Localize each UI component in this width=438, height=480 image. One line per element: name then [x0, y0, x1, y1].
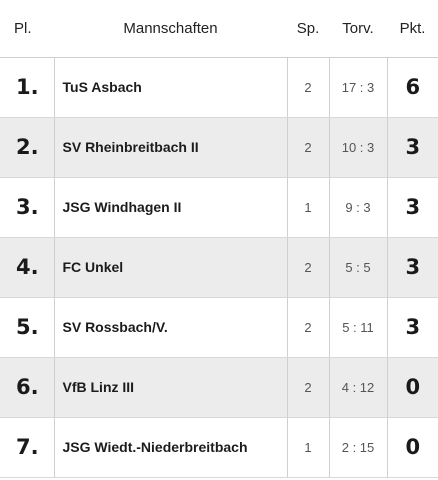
games-cell: 1	[287, 177, 330, 238]
goals-cell: 5 : 5	[329, 237, 388, 298]
table-header-row: Pl. Mannschaften Sp. Torv. Pkt.	[0, 0, 438, 58]
team-name[interactable]: JSG Windhagen II	[54, 177, 288, 238]
table-row: 2. SV Rheinbreitbach II 2 10 : 3 3	[0, 117, 438, 178]
points-cell: 6	[387, 57, 438, 118]
rank-cell: 5.	[0, 297, 55, 358]
points-cell: 3	[387, 237, 438, 298]
games-cell: 1	[287, 417, 330, 478]
team-name[interactable]: TuS Asbach	[54, 57, 288, 118]
table-row: 6. VfB Linz III 2 4 : 12 0	[0, 357, 438, 418]
goals-cell: 2 : 15	[329, 417, 388, 478]
team-name[interactable]: FC Unkel	[54, 237, 288, 298]
points-cell: 3	[387, 177, 438, 238]
points-cell: 0	[387, 417, 438, 478]
header-goals: Torv.	[329, 0, 387, 58]
rank-cell: 2.	[0, 117, 55, 178]
table-row: 5. SV Rossbach/V. 2 5 : 11 3	[0, 297, 438, 358]
header-team: Mannschaften	[54, 0, 287, 58]
table-row: 4. FC Unkel 2 5 : 5 3	[0, 237, 438, 298]
goals-cell: 4 : 12	[329, 357, 388, 418]
rank-cell: 6.	[0, 357, 55, 418]
points-cell: 3	[387, 297, 438, 358]
table-row: 3. JSG Windhagen II 1 9 : 3 3	[0, 177, 438, 238]
goals-cell: 10 : 3	[329, 117, 388, 178]
team-name[interactable]: SV Rheinbreitbach II	[54, 117, 288, 178]
points-cell: 3	[387, 117, 438, 178]
table-row: 1. TuS Asbach 2 17 : 3 6	[0, 57, 438, 118]
team-name[interactable]: SV Rossbach/V.	[54, 297, 288, 358]
games-cell: 2	[287, 117, 330, 178]
games-cell: 2	[287, 57, 330, 118]
rank-cell: 4.	[0, 237, 55, 298]
team-name[interactable]: VfB Linz III	[54, 357, 288, 418]
header-rank: Pl.	[0, 0, 54, 58]
goals-cell: 9 : 3	[329, 177, 388, 238]
points-cell: 0	[387, 357, 438, 418]
games-cell: 2	[287, 297, 330, 358]
games-cell: 2	[287, 357, 330, 418]
header-games: Sp.	[287, 0, 329, 58]
rank-cell: 1.	[0, 57, 55, 118]
goals-cell: 5 : 11	[329, 297, 388, 358]
team-name[interactable]: JSG Wiedt.-Niederbreitbach	[54, 417, 288, 478]
games-cell: 2	[287, 237, 330, 298]
rank-cell: 7.	[0, 417, 55, 478]
table-row: 7. JSG Wiedt.-Niederbreitbach 1 2 : 15 0	[0, 417, 438, 478]
goals-cell: 17 : 3	[329, 57, 388, 118]
rank-cell: 3.	[0, 177, 55, 238]
header-points: Pkt.	[387, 0, 438, 58]
